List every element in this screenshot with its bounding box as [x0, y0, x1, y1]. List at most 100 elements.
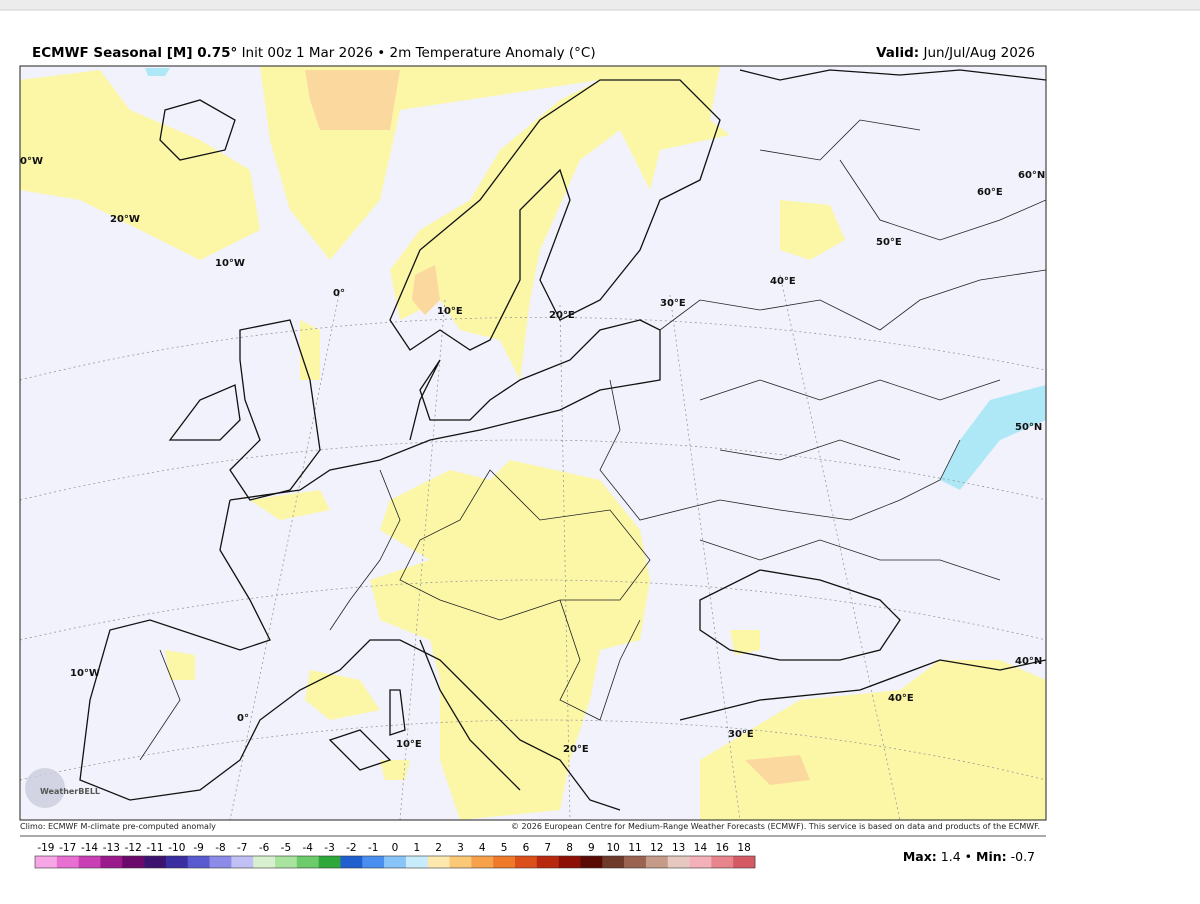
grid-label: 60°N	[1018, 170, 1045, 181]
colorbar-swatch	[100, 856, 123, 868]
colorbar-swatch	[536, 856, 559, 868]
warmer-anomaly	[412, 265, 440, 315]
grid-label: 0°	[333, 288, 345, 299]
colorbar-swatch	[144, 856, 167, 868]
grid-label: 50°N	[1015, 422, 1042, 433]
colorbar-swatch	[689, 856, 712, 868]
cool-anomaly	[940, 385, 1046, 490]
colorbar-swatch	[231, 856, 254, 868]
colorbar-label: -11	[146, 842, 163, 854]
grid-label: 30°E	[660, 298, 686, 309]
colorbar-label: 6	[523, 842, 530, 854]
warmer-anomaly	[305, 70, 400, 130]
title: ECMWF Seasonal [M] 0.75° Init 00z 1 Mar …	[32, 45, 596, 61]
colorbar-swatch	[558, 856, 581, 868]
colorbar-swatch	[624, 856, 647, 868]
colorbar-label: -10	[168, 842, 185, 854]
colorbar-label: 10	[606, 842, 619, 854]
colorbar-swatch	[340, 856, 363, 868]
colorbar-swatch	[645, 856, 669, 868]
colorbar-label: -8	[215, 842, 225, 854]
footer-right: © 2026 European Centre for Medium-Range …	[511, 822, 1040, 831]
grid-label: 60°E	[977, 187, 1003, 198]
grid-label: 0°	[237, 713, 249, 724]
colorbar-frame	[34, 855, 756, 869]
grid-label: 40°N	[1015, 656, 1042, 667]
colorbar-swatch	[187, 856, 210, 868]
grid-labels: 0°W 20°W 10°W 0° 10°E 20°E 30°E 40°E 50°…	[20, 156, 1045, 755]
colorbar-swatch	[318, 856, 341, 868]
colorbar-swatch	[580, 856, 603, 868]
colorbar-swatch	[56, 856, 79, 868]
min-label: Min:	[976, 849, 1007, 864]
logo: WeatherBELL	[25, 768, 100, 808]
title-bold: ECMWF Seasonal [M] 0.75°	[32, 45, 237, 61]
colorbar-label: 14	[694, 842, 708, 854]
colorbar-label: -5	[281, 842, 291, 854]
colorbar-label: -6	[259, 842, 270, 854]
grid-label: 20°E	[563, 744, 589, 755]
grid-label: 20°W	[110, 214, 140, 225]
colorbar-label: 7	[544, 842, 551, 854]
colorbar-label: 0	[392, 842, 399, 854]
colorbar-label: 2	[435, 842, 442, 854]
colorbar-label: 16	[716, 842, 730, 854]
colorbar-swatch	[209, 856, 232, 868]
colorbar-swatch	[253, 856, 276, 868]
colorbar-swatch	[362, 856, 385, 868]
max-label: Max:	[903, 849, 937, 864]
logo-text: WeatherBELL	[40, 787, 100, 796]
grid-label: 10°W	[215, 258, 245, 269]
colorbar-swatch	[711, 856, 734, 868]
map-frame	[19, 65, 1047, 821]
colorbar-label: 4	[479, 842, 486, 854]
valid-label: Valid:	[876, 45, 919, 61]
colorbar-label: 13	[672, 842, 685, 854]
colorbar-label: -9	[193, 842, 203, 854]
grid-label: 40°E	[888, 693, 914, 704]
grid-label: 50°E	[876, 237, 902, 248]
colorbar-label: 12	[650, 842, 663, 854]
title-rest: Init 00z 1 Mar 2026 • 2m Temperature Ano…	[242, 45, 596, 61]
grid-label: 10°W	[70, 668, 100, 679]
map: 0°W 20°W 10°W 0° 10°E 20°E 30°E 40°E 50°…	[19, 65, 1047, 821]
warmer-anomaly	[745, 755, 810, 785]
colorbar: -19 -17 -14 -13 -12 -11 -10 -9 -8 -7 -6 -5 -4 -3 -2 -1 0…	[34, 842, 756, 869]
colorbar-swatch	[165, 856, 189, 868]
grid-label: 0°W	[20, 156, 43, 167]
colorbar-swatch	[471, 856, 494, 868]
colorbar-swatch	[733, 856, 756, 868]
top-bar	[0, 0, 1200, 10]
colorbar-label: -12	[125, 842, 142, 854]
colorbar-label: 11	[628, 842, 641, 854]
colorbar-label: -19	[37, 842, 54, 854]
colorbar-label: 8	[566, 842, 573, 854]
stats: Max: 1.4 • Min: -0.7	[903, 849, 1035, 864]
colorbar-label: -2	[346, 842, 356, 854]
stats-separator: •	[965, 849, 972, 864]
grid-label: 40°E	[770, 276, 796, 287]
colorbar-label: -7	[237, 842, 247, 854]
cool-anomaly	[145, 68, 170, 76]
colorbar-swatch	[515, 856, 538, 868]
valid-value: Jun/Jul/Aug 2026	[923, 45, 1036, 61]
colorbar-swatch	[449, 856, 472, 868]
grid-label: 10°E	[396, 739, 422, 750]
colorbar-swatch	[427, 856, 450, 868]
colorbar-label: 3	[457, 842, 464, 854]
min-value: -0.7	[1011, 849, 1035, 864]
colorbar-label: 5	[501, 842, 508, 854]
graticule	[20, 274, 1046, 820]
colorbar-swatch	[275, 856, 298, 868]
colorbar-label: 9	[588, 842, 595, 854]
max-value: 1.4	[941, 849, 961, 864]
colorbar-swatch	[384, 856, 407, 868]
footer-left: Climo: ECMWF M-climate pre-computed anom…	[20, 822, 216, 831]
colorbar-swatch	[35, 856, 58, 868]
colorbar-label: -4	[302, 842, 313, 854]
borders	[139, 119, 1046, 761]
grid-label: 10°E	[437, 306, 463, 317]
